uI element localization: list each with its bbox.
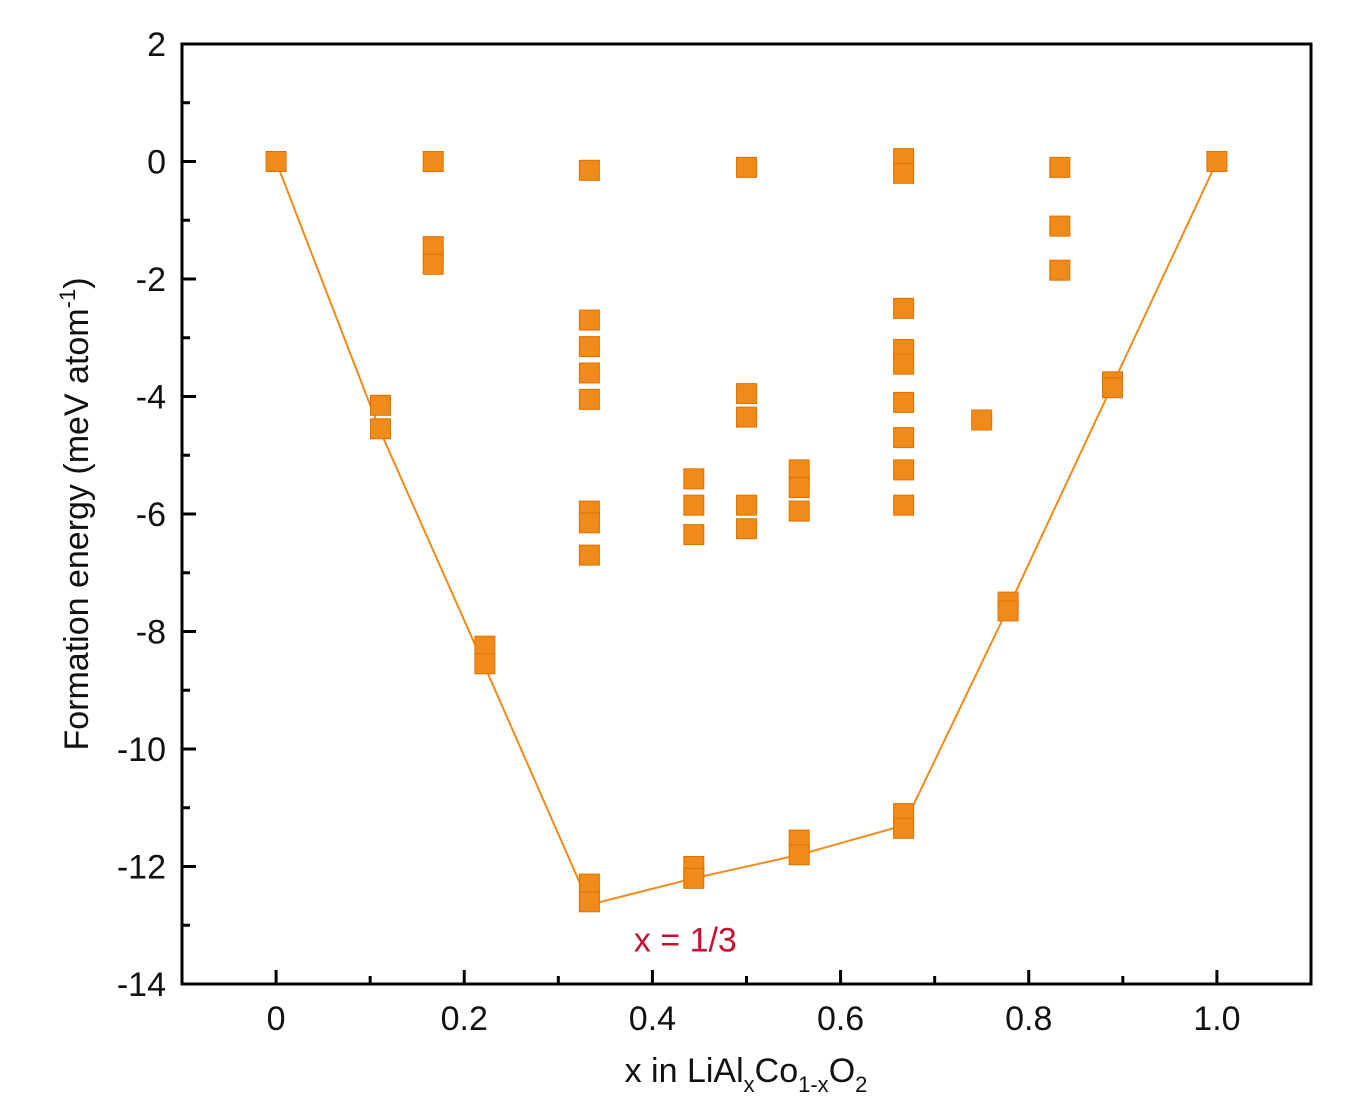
x-tick-label: 0 [267,1000,286,1038]
annotation-x-one-third: x = 1/3 [634,922,737,960]
data-point [1049,259,1071,281]
y-tick-label: -10 [117,731,166,769]
data-point [788,477,810,499]
data-point [578,336,600,358]
data-point [422,236,444,258]
data-point [997,600,1019,622]
y-tick-label: 0 [147,144,166,182]
x-axis-sub-1-x: 1-x [798,1072,829,1096]
x-tick-label: 0.8 [1005,1000,1052,1038]
y-tick-label: -12 [117,849,166,887]
data-point [893,427,915,449]
data-point [578,309,600,331]
y-tick-label: -2 [136,261,166,299]
data-points [265,148,1228,913]
x-tick-label: 0.2 [441,1000,488,1038]
data-point [893,391,915,413]
x-tick-label: 0.6 [817,1000,864,1038]
data-point [736,156,757,178]
data-point [788,500,810,522]
data-point [893,459,915,481]
x-axis-title-prefix: x in LiAl [625,1052,744,1090]
data-point [578,544,600,566]
x-tick-label: 1.0 [1193,1000,1240,1038]
data-point [683,468,705,490]
data-point [893,297,915,319]
data-point [683,524,705,546]
data-point [736,518,757,540]
data-point [265,151,287,172]
data-point [474,635,496,657]
data-point [736,383,757,405]
data-point [578,512,600,534]
x-axis-sub-x: x [744,1072,755,1096]
data-point [1049,156,1071,178]
data-point [893,494,915,516]
data-point [578,388,600,410]
data-point [1049,215,1071,237]
data-point [683,867,705,889]
data-point [736,494,757,516]
convex-hull-line [275,161,1218,906]
x-axis-sub-2: 2 [855,1072,867,1096]
data-point [422,253,444,275]
data-point [971,409,993,431]
x-axis-o: O [829,1052,855,1090]
y-axis-title-sup: -1 [55,289,80,309]
data-point [578,873,600,895]
y-tick-label: -4 [136,379,166,417]
y-tick-label: -14 [117,966,166,1004]
data-point [578,891,600,913]
data-point [474,653,496,675]
y-tick-label: 2 [147,26,166,64]
x-tick-label: 0.4 [629,1000,676,1038]
axis-ticks [182,42,1219,986]
data-point [1102,377,1123,399]
y-axis-title-main: Formation energy (meV atom [58,308,96,750]
data-point [370,394,391,416]
data-point [422,151,444,172]
y-tick-label: -6 [136,496,166,534]
x-axis-title: x in LiAlxCo1-xO2 [625,1052,868,1096]
data-point [788,844,810,866]
data-point [1206,151,1228,172]
y-axis-title: Formation energy (meV atom-1) [55,277,96,750]
data-point [893,817,915,839]
y-tick-label: -8 [136,614,166,652]
data-point [893,353,915,375]
data-point [370,418,391,440]
data-point [788,459,810,481]
y-axis-title-end: ) [58,277,96,288]
data-point [893,162,915,184]
data-point [683,494,705,516]
data-point [578,159,600,181]
axis-tick-labels: 0 0.2 0.4 0.6 0.8 1.0 2 0 -2 -4 -6 -8 -10 -12 -14 [117,26,1241,1038]
x-axis-co: Co [755,1052,798,1090]
data-point [736,406,757,428]
data-point [578,362,600,384]
